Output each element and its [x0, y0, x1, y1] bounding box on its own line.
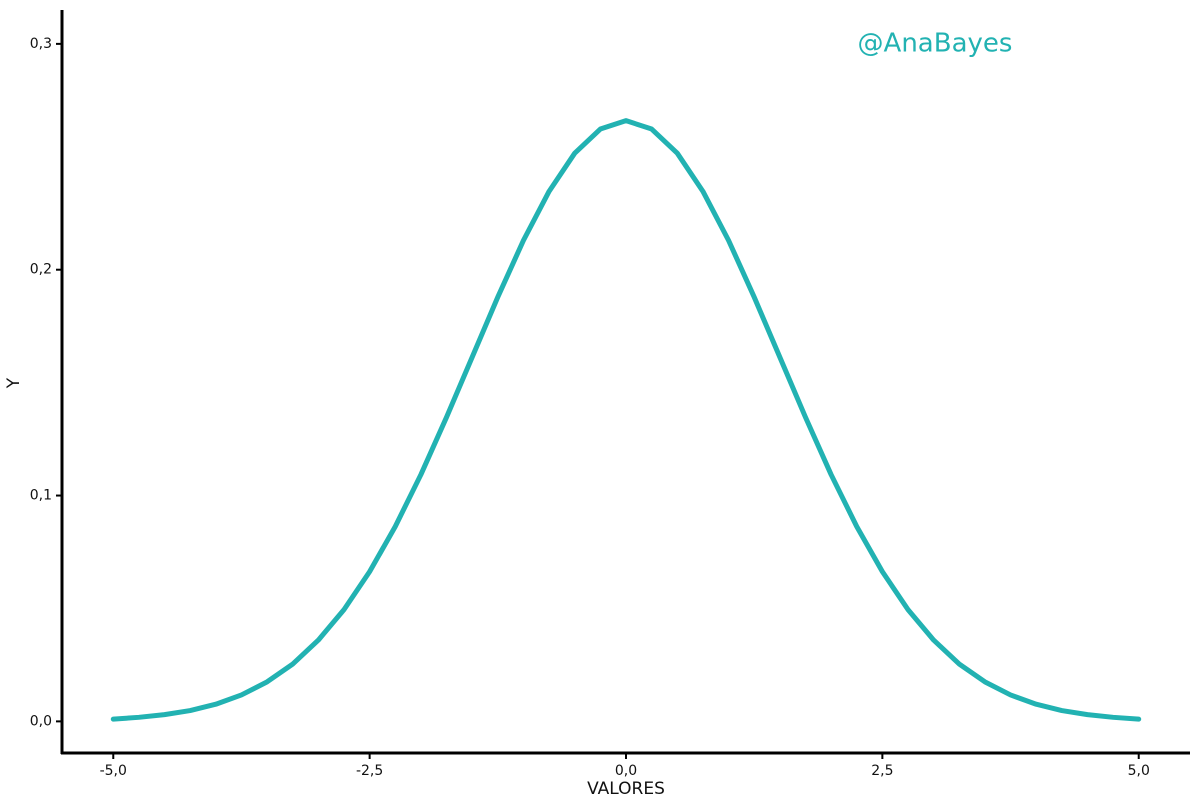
x-axis-title: VALORES [587, 779, 665, 799]
y-tick-label: 0,3 [30, 36, 52, 52]
y-axis-title: Y [4, 377, 24, 389]
x-tick-label: -5,0 [100, 763, 127, 779]
line [110, 118, 1142, 722]
annotation: @AnaBayes [858, 29, 1013, 59]
x-tick-label: -2,5 [356, 763, 383, 779]
x-tick-label: 2,5 [871, 763, 893, 779]
x-tick-label: 0,0 [615, 763, 637, 779]
y-tick-label: 0,0 [30, 713, 52, 729]
x-tick-label: 5,0 [1128, 763, 1150, 779]
y-tick-label: 0,2 [30, 262, 52, 278]
y-tick-label: 0,1 [30, 488, 52, 504]
